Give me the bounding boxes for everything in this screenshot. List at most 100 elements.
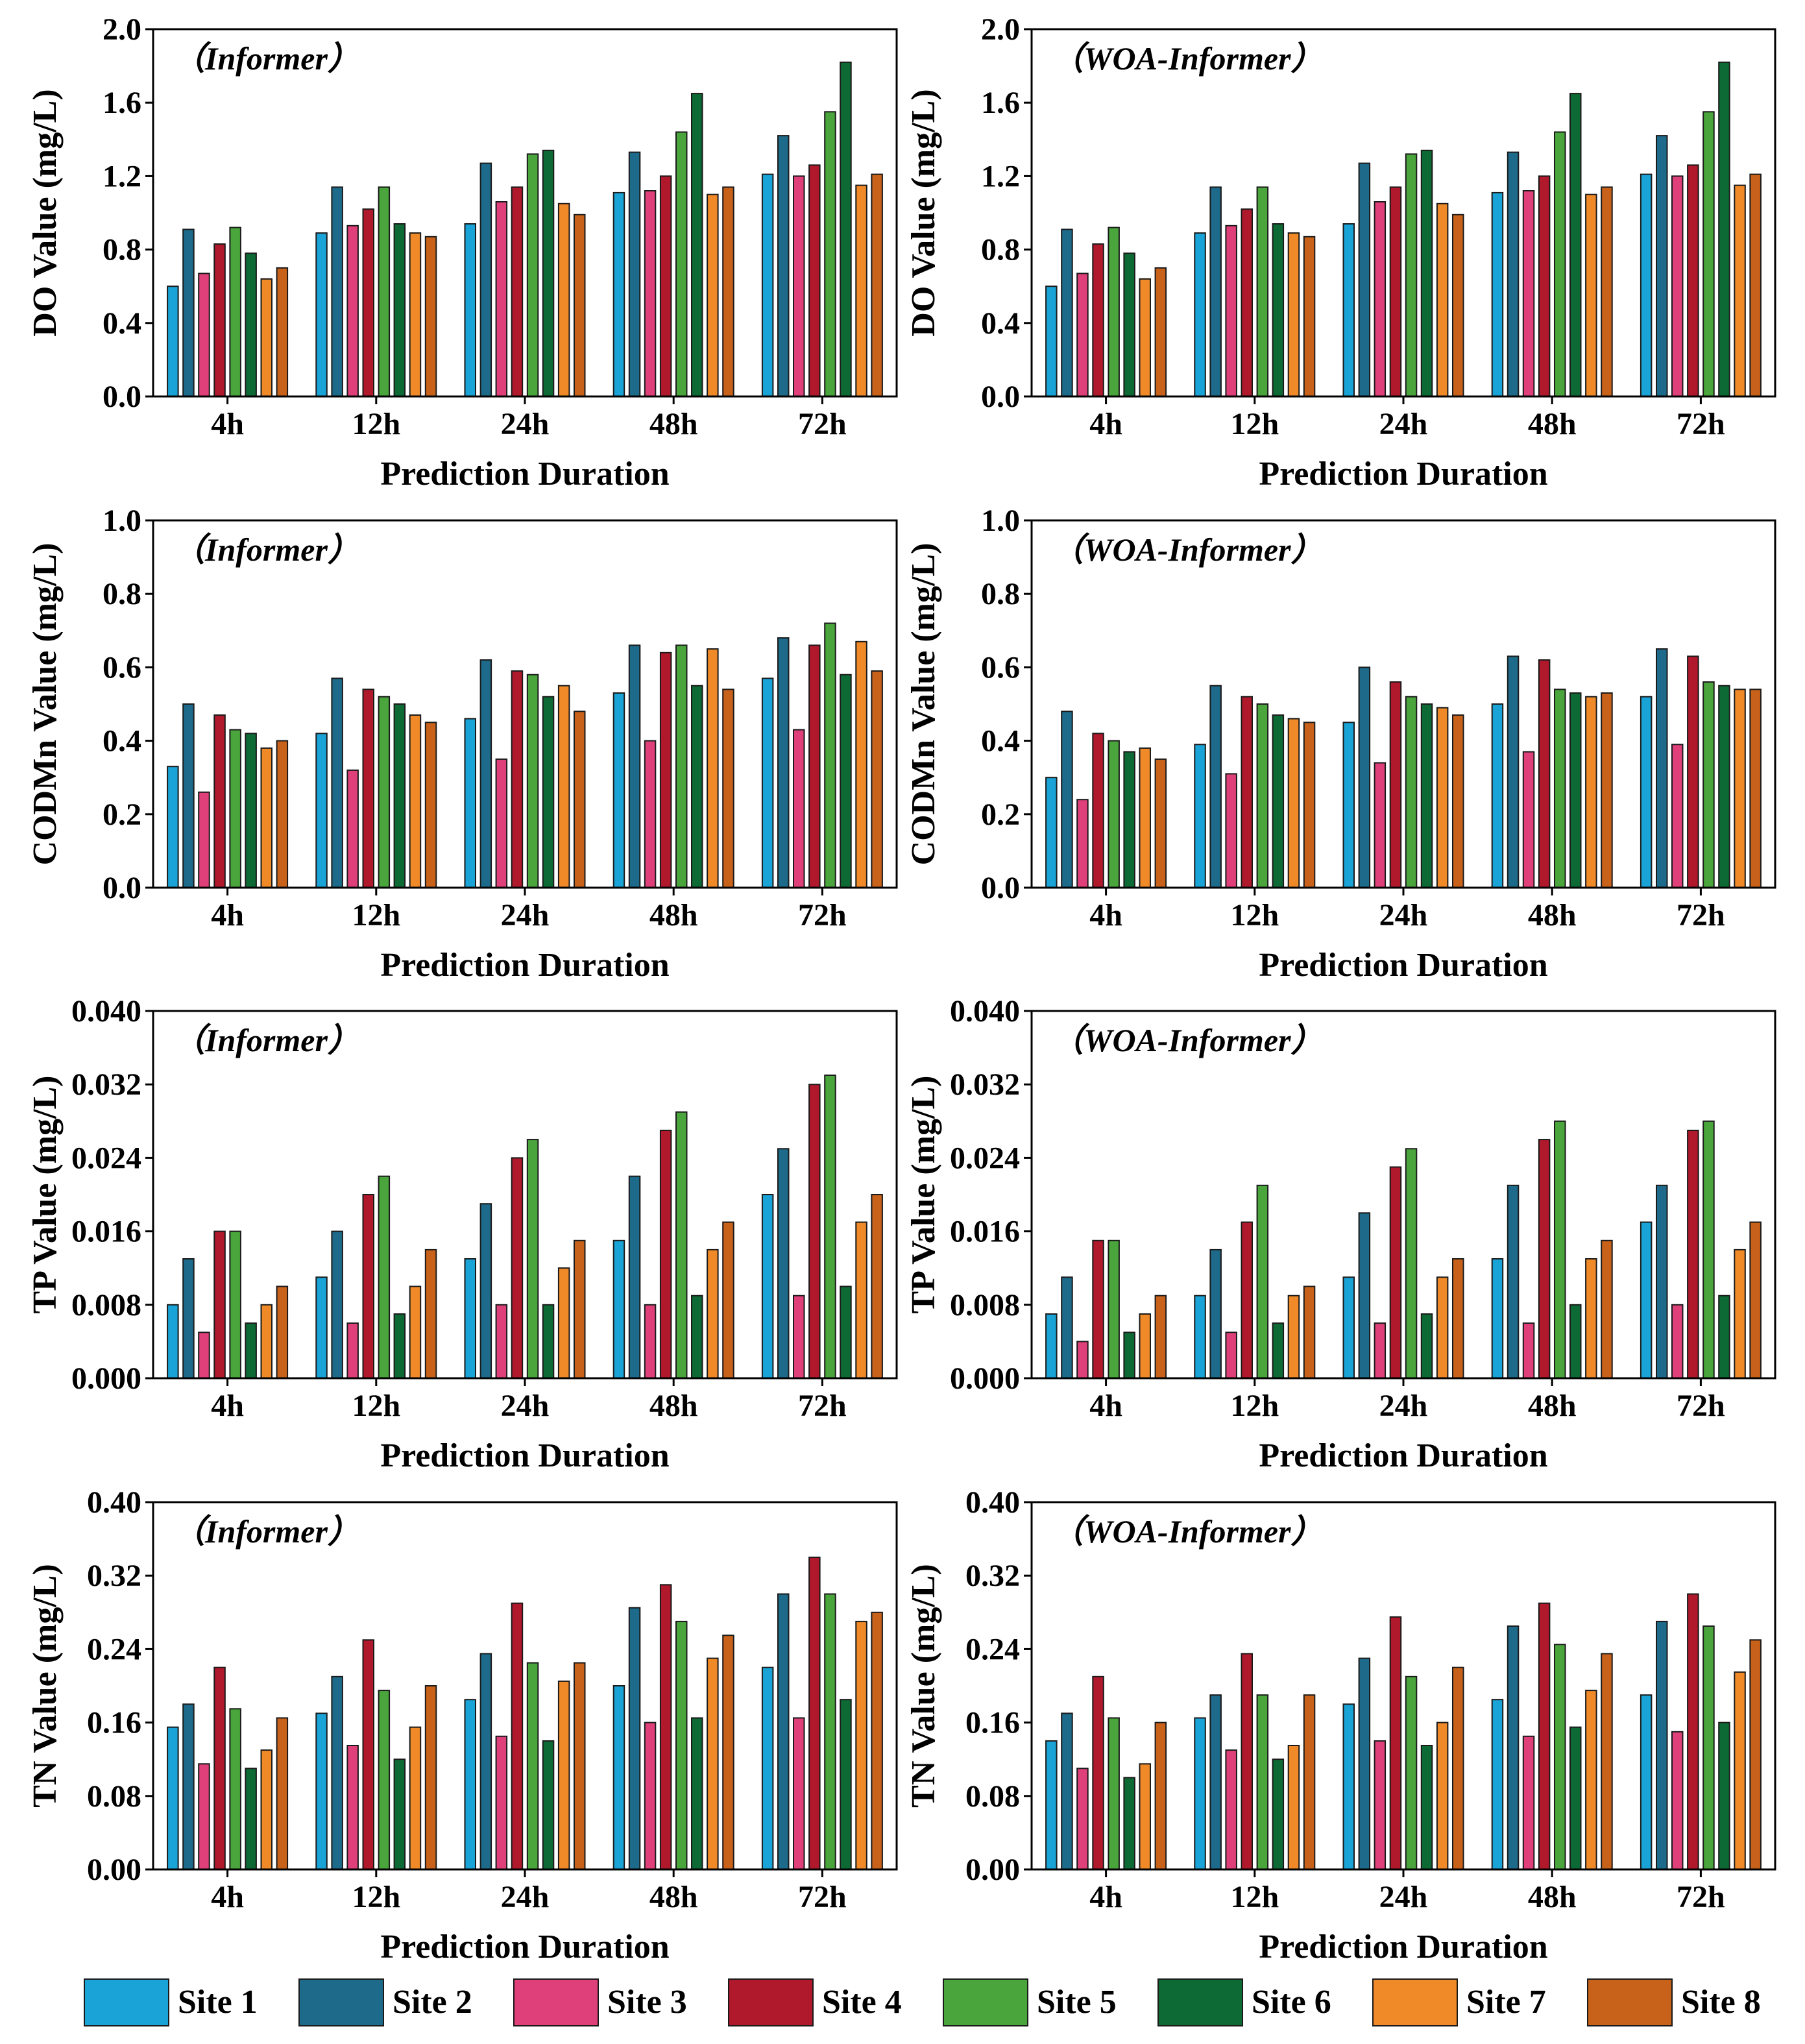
bar-site-1-72h bbox=[1640, 173, 1653, 397]
bar-site-5-12h bbox=[378, 696, 391, 888]
bar-site-1-48h bbox=[1491, 1258, 1504, 1379]
bar-site-2-12h bbox=[331, 1230, 343, 1379]
bar-site-3-72h bbox=[793, 175, 805, 397]
bar-site-6-4h bbox=[1123, 1332, 1135, 1380]
bar-site-7-72h bbox=[855, 1221, 867, 1379]
x-tick-label: 4h bbox=[211, 1880, 244, 1914]
chart-panel-2: 0.0 0.4 0.8 1.2 1.6 2.0 4h 12h 24h 48h 72h Predicti… bbox=[905, 12, 1776, 493]
y-tick-label: 0.8 bbox=[981, 233, 1020, 267]
bar-site-6-48h bbox=[691, 685, 703, 888]
bar-site-3-4h bbox=[1076, 1341, 1089, 1379]
x-tick-label: 24h bbox=[1379, 1880, 1428, 1914]
bar-site-1-4h bbox=[167, 286, 179, 398]
y-axis-title: TP Value (mg/L) bbox=[27, 1076, 64, 1314]
bar-site-6-48h bbox=[691, 1717, 703, 1870]
bar-site-2-12h bbox=[331, 186, 343, 397]
bar-site-7-4h bbox=[260, 1749, 273, 1871]
bar-site-3-24h bbox=[495, 1735, 508, 1871]
x-axis-title: Prediction Duration bbox=[380, 456, 669, 493]
y-axis-title: DO Value (mg/L) bbox=[27, 89, 64, 336]
bar-site-6-72h bbox=[840, 674, 852, 888]
x-tick-label: 72h bbox=[798, 1880, 847, 1914]
bar-site-4-24h bbox=[511, 1157, 524, 1380]
bar-site-7-48h bbox=[707, 1657, 719, 1871]
bar-site-2-4h bbox=[1061, 1712, 1073, 1870]
bar-site-4-4h bbox=[1092, 1675, 1104, 1871]
bar-site-6-48h bbox=[691, 93, 703, 397]
bar-site-8-24h bbox=[574, 711, 586, 889]
bar-site-1-12h bbox=[315, 733, 328, 889]
bar-site-2-48h bbox=[628, 1175, 641, 1379]
x-tick-label: 4h bbox=[1089, 898, 1122, 932]
bar-site-8-72h bbox=[1749, 688, 1762, 889]
bar-site-2-4h bbox=[182, 228, 195, 397]
bar-site-8-4h bbox=[1154, 1722, 1167, 1871]
x-tick-label: 48h bbox=[649, 1389, 698, 1423]
bar-site-6-4h bbox=[245, 1768, 257, 1871]
y-tick-label: 2.0 bbox=[103, 12, 141, 47]
bar-site-3-72h bbox=[793, 1295, 805, 1379]
x-axis-title: Prediction Duration bbox=[1259, 1928, 1547, 1965]
bar-site-8-48h bbox=[1601, 692, 1613, 888]
bar-site-4-72h bbox=[808, 1556, 821, 1870]
bar-site-8-72h bbox=[871, 173, 883, 397]
bar-site-1-4h bbox=[1045, 777, 1058, 888]
bar-site-4-72h bbox=[808, 644, 821, 889]
bar-site-7-48h bbox=[707, 193, 719, 397]
bar-site-3-12h bbox=[1225, 1749, 1237, 1871]
y-tick-label: 0.08 bbox=[965, 1779, 1020, 1814]
bar-site-8-12h bbox=[1303, 236, 1316, 397]
y-axis-title: TP Value (mg/L) bbox=[905, 1076, 942, 1314]
bar-site-2-48h bbox=[1507, 1184, 1520, 1380]
bar-site-3-24h bbox=[1374, 1740, 1387, 1870]
y-tick-label: 0.8 bbox=[103, 233, 141, 267]
bar-site-4-72h bbox=[1687, 164, 1699, 397]
bar-site-7-4h bbox=[260, 1304, 273, 1380]
bar-site-4-48h bbox=[659, 1130, 672, 1379]
y-tick-label: 0.016 bbox=[950, 1215, 1020, 1249]
bar-site-7-4h bbox=[1139, 278, 1151, 397]
legend: Site 1 Site 2 Site 3 Site 4 Site 5 Site 6 Site… bbox=[84, 1978, 1761, 2026]
chart-panel-6: 0.000 0.008 0.016 0.024 0.032 0.040 4h 12h 24h 48… bbox=[905, 994, 1776, 1474]
bar-site-7-24h bbox=[1436, 1722, 1449, 1871]
legend-swatch bbox=[513, 1978, 599, 2026]
bar-site-8-12h bbox=[1303, 722, 1316, 889]
bar-site-7-12h bbox=[1287, 1295, 1300, 1379]
bar-site-2-72h bbox=[1656, 648, 1668, 888]
y-tick-label: 0.6 bbox=[103, 650, 141, 685]
x-tick-label: 72h bbox=[1677, 898, 1725, 932]
legend-label: Site 1 bbox=[178, 1984, 258, 2021]
bar-site-5-24h bbox=[1405, 696, 1418, 888]
x-tick-label: 12h bbox=[1230, 407, 1279, 441]
y-tick-label: 0.6 bbox=[981, 650, 1020, 685]
bar-site-2-72h bbox=[1656, 135, 1668, 397]
bar-site-2-4h bbox=[182, 1703, 195, 1871]
bar-site-6-12h bbox=[1272, 223, 1285, 397]
bar-site-3-24h bbox=[495, 1304, 508, 1380]
bar-site-2-12h bbox=[1209, 1694, 1222, 1870]
bar-site-7-12h bbox=[1287, 1745, 1300, 1870]
legend-item-site-6: Site 6 bbox=[1157, 1978, 1331, 2026]
bar-site-1-24h bbox=[1342, 1276, 1355, 1380]
bar-site-8-72h bbox=[871, 1611, 883, 1871]
bar-site-1-48h bbox=[612, 1239, 625, 1380]
bar-site-2-12h bbox=[331, 677, 343, 889]
bar-site-7-24h bbox=[1436, 707, 1449, 888]
y-tick-label: 0.024 bbox=[950, 1141, 1020, 1175]
bar-site-5-72h bbox=[1702, 1120, 1715, 1380]
bar-site-4-72h bbox=[808, 1084, 821, 1379]
bar-site-1-72h bbox=[761, 1194, 774, 1379]
panel-title: （Informer） bbox=[173, 1022, 360, 1058]
y-tick-label: 1.0 bbox=[981, 504, 1020, 538]
bar-site-3-48h bbox=[1522, 1322, 1535, 1379]
bar-site-4-24h bbox=[1389, 186, 1402, 397]
bar-site-3-24h bbox=[1374, 201, 1387, 397]
y-tick-label: 1.6 bbox=[103, 86, 141, 120]
y-tick-label: 0.032 bbox=[71, 1067, 141, 1102]
bar-site-3-24h bbox=[495, 201, 508, 397]
bar-site-7-72h bbox=[1734, 688, 1746, 889]
x-tick-label: 72h bbox=[1677, 1880, 1725, 1914]
bar-site-7-12h bbox=[409, 1726, 422, 1870]
bar-site-6-24h bbox=[1420, 149, 1433, 398]
bar-site-8-12h bbox=[424, 1685, 437, 1870]
